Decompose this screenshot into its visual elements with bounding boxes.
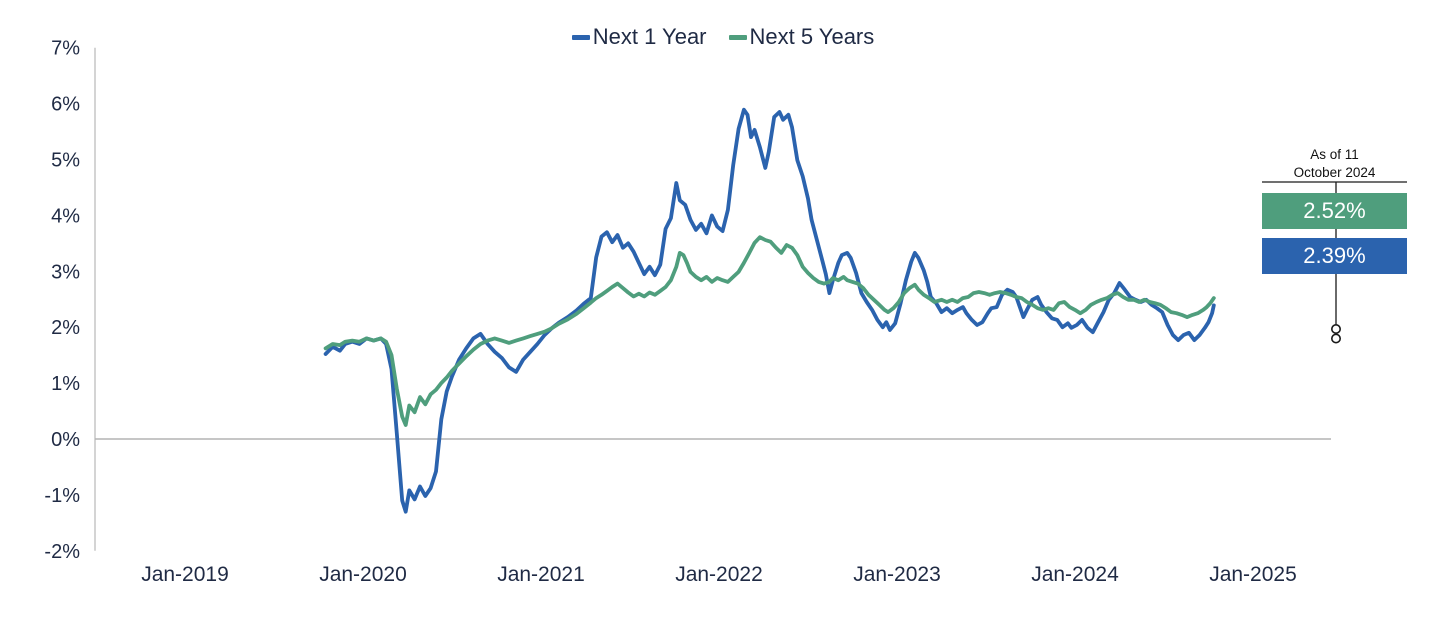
x-tick-label: Jan-2024	[1031, 563, 1119, 586]
y-tick-label: 0%	[51, 429, 80, 451]
series-line-next-5-years	[323, 235, 1216, 427]
y-tick-label: -1%	[44, 485, 80, 507]
next-5-years-value-badge: 2.52%	[1262, 193, 1407, 229]
y-tick-label: 4%	[51, 205, 80, 227]
legend-dash-icon	[571, 34, 590, 40]
y-tick-label: 2%	[51, 317, 80, 339]
y-tick-label: 1%	[51, 373, 80, 395]
x-tick-label: Jan-2020	[319, 563, 407, 586]
as-of-label-line1: As of 11	[1310, 147, 1359, 162]
annotation-endpoint-circle	[1331, 333, 1342, 344]
x-tick-label: Jan-2021	[497, 563, 585, 586]
y-tick-label: 6%	[51, 94, 80, 116]
y-tick-label: 7%	[51, 38, 80, 60]
y-tick-label: 5%	[51, 150, 80, 172]
legend-item-next-5-years: Next 5 Years	[728, 24, 875, 50]
next-1-year-value-badge: 2.39%	[1262, 238, 1407, 274]
legend-item-next-1-year: Next 1 Year	[571, 24, 707, 50]
x-tick-label: Jan-2019	[141, 563, 229, 586]
y-tick-label: 3%	[51, 261, 80, 283]
chart-legend: Next 1 Year Next 5 Years	[0, 24, 1446, 50]
legend-label-next-5-years: Next 5 Years	[749, 24, 875, 49]
x-tick-label: Jan-2023	[853, 563, 941, 586]
x-tick-label: Jan-2025	[1209, 563, 1297, 586]
x-tick-label: Jan-2022	[675, 563, 763, 586]
y-tick-label: -2%	[44, 541, 80, 563]
legend-label-next-1-year: Next 1 Year	[592, 24, 707, 49]
annotation-endpoint-circle	[1331, 323, 1342, 334]
legend-dash-icon	[728, 34, 747, 40]
as-of-label-line2: October 2024	[1293, 165, 1376, 180]
as-of-annotation: As of 11 October 2024	[1262, 146, 1407, 182]
series-line-next-1-year	[323, 107, 1216, 514]
